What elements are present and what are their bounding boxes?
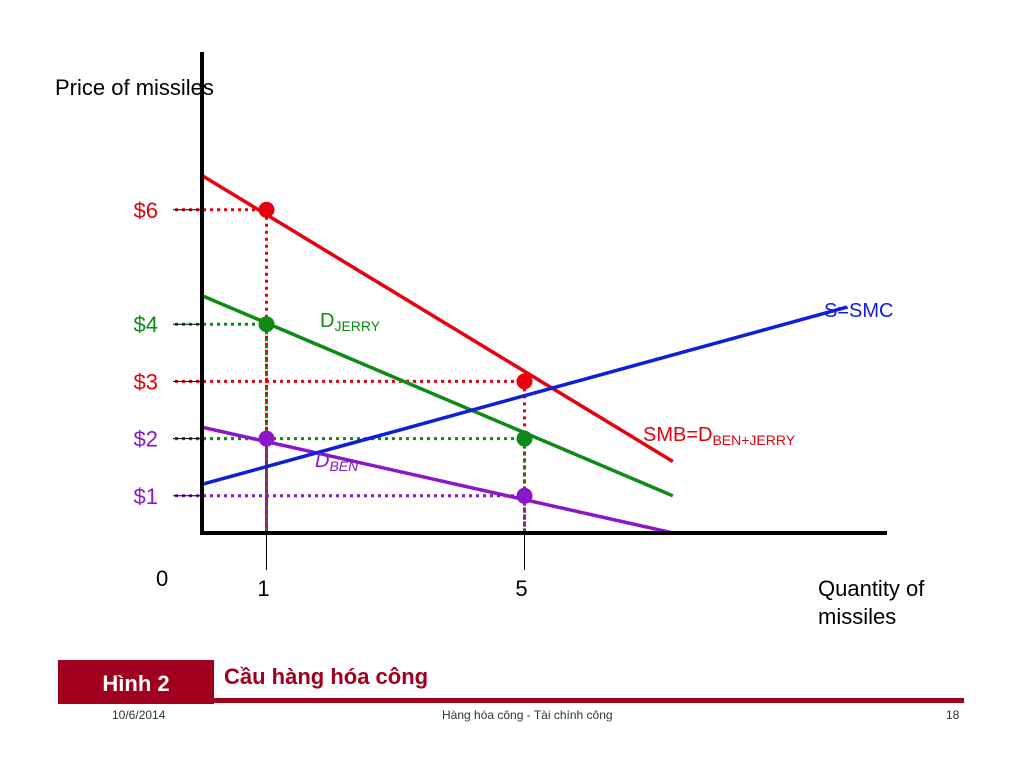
x-tick-label-1: 5	[515, 576, 527, 601]
footer-course: Hàng hóa công - Tài chính công	[442, 708, 613, 722]
series-line-d_ben	[201, 425, 674, 535]
y-tick-label-2: $3	[134, 369, 158, 394]
y-tick-label-1: $4	[134, 312, 158, 337]
figure-title: Cầu hàng hóa công	[224, 664, 429, 689]
data-point-4	[516, 430, 533, 447]
series-line-d_jerry	[201, 293, 674, 498]
data-point-5	[516, 487, 533, 504]
origin-label: 0	[156, 566, 169, 591]
footer-page: 18	[946, 708, 960, 722]
data-point-0	[258, 201, 275, 218]
supply-label: S=SMC	[824, 300, 894, 322]
y-tick-label-4: $1	[134, 484, 158, 509]
footer-rule	[58, 698, 964, 703]
data-point-3	[516, 373, 533, 390]
series-line-supply	[201, 305, 848, 487]
y-axis-title: Price of missiles	[55, 75, 214, 100]
footer-date: 10/6/2014	[112, 708, 166, 722]
d-jerry-label: DJERRY	[320, 310, 381, 334]
x-axis-title: Quantity of missiles	[818, 576, 925, 629]
x-tick-label-0: 1	[257, 576, 269, 601]
y-tick-label-0: $6	[134, 198, 158, 223]
data-point-1	[258, 316, 275, 333]
d-ben-label: DBEN	[315, 450, 359, 474]
series-line-smb	[201, 173, 674, 463]
smb-label: SMB=DBEN+JERRY	[643, 424, 796, 448]
y-tick-label-3: $2	[134, 427, 158, 452]
figure-tag: Hình 2	[58, 660, 214, 704]
data-point-2	[258, 430, 275, 447]
chart: $6 $4 $3 $2 $1 1 5	[134, 52, 887, 601]
